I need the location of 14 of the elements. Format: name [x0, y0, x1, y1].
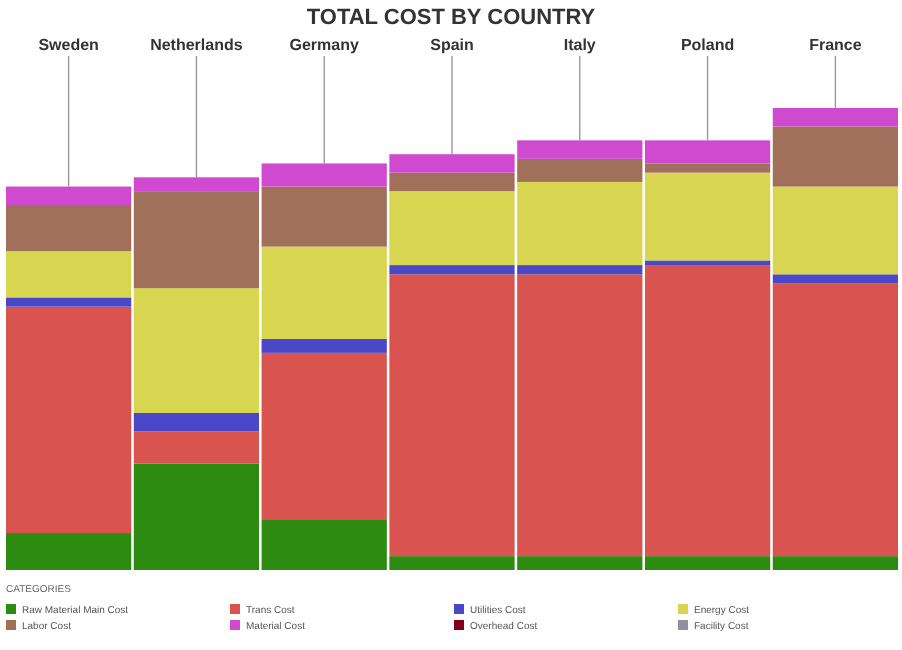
bar: [772, 108, 898, 127]
bar: [133, 412, 260, 432]
bar: [644, 260, 771, 266]
x-tick-label: Netherlands: [150, 36, 244, 54]
x-tick-label: Spain: [430, 36, 475, 54]
x-tick-label: France: [809, 36, 863, 54]
x-tick-label: Poland: [680, 36, 735, 54]
bar: [6, 297, 132, 307]
x-tick-label: Sweden: [38, 36, 100, 54]
x-tick-label: Italy: [563, 36, 597, 54]
x-tick-label: Germany: [289, 36, 360, 54]
chart-title: TOTAL COST BY COUNTRY: [306, 6, 597, 30]
bar: [772, 274, 898, 284]
bar: [261, 339, 387, 353]
